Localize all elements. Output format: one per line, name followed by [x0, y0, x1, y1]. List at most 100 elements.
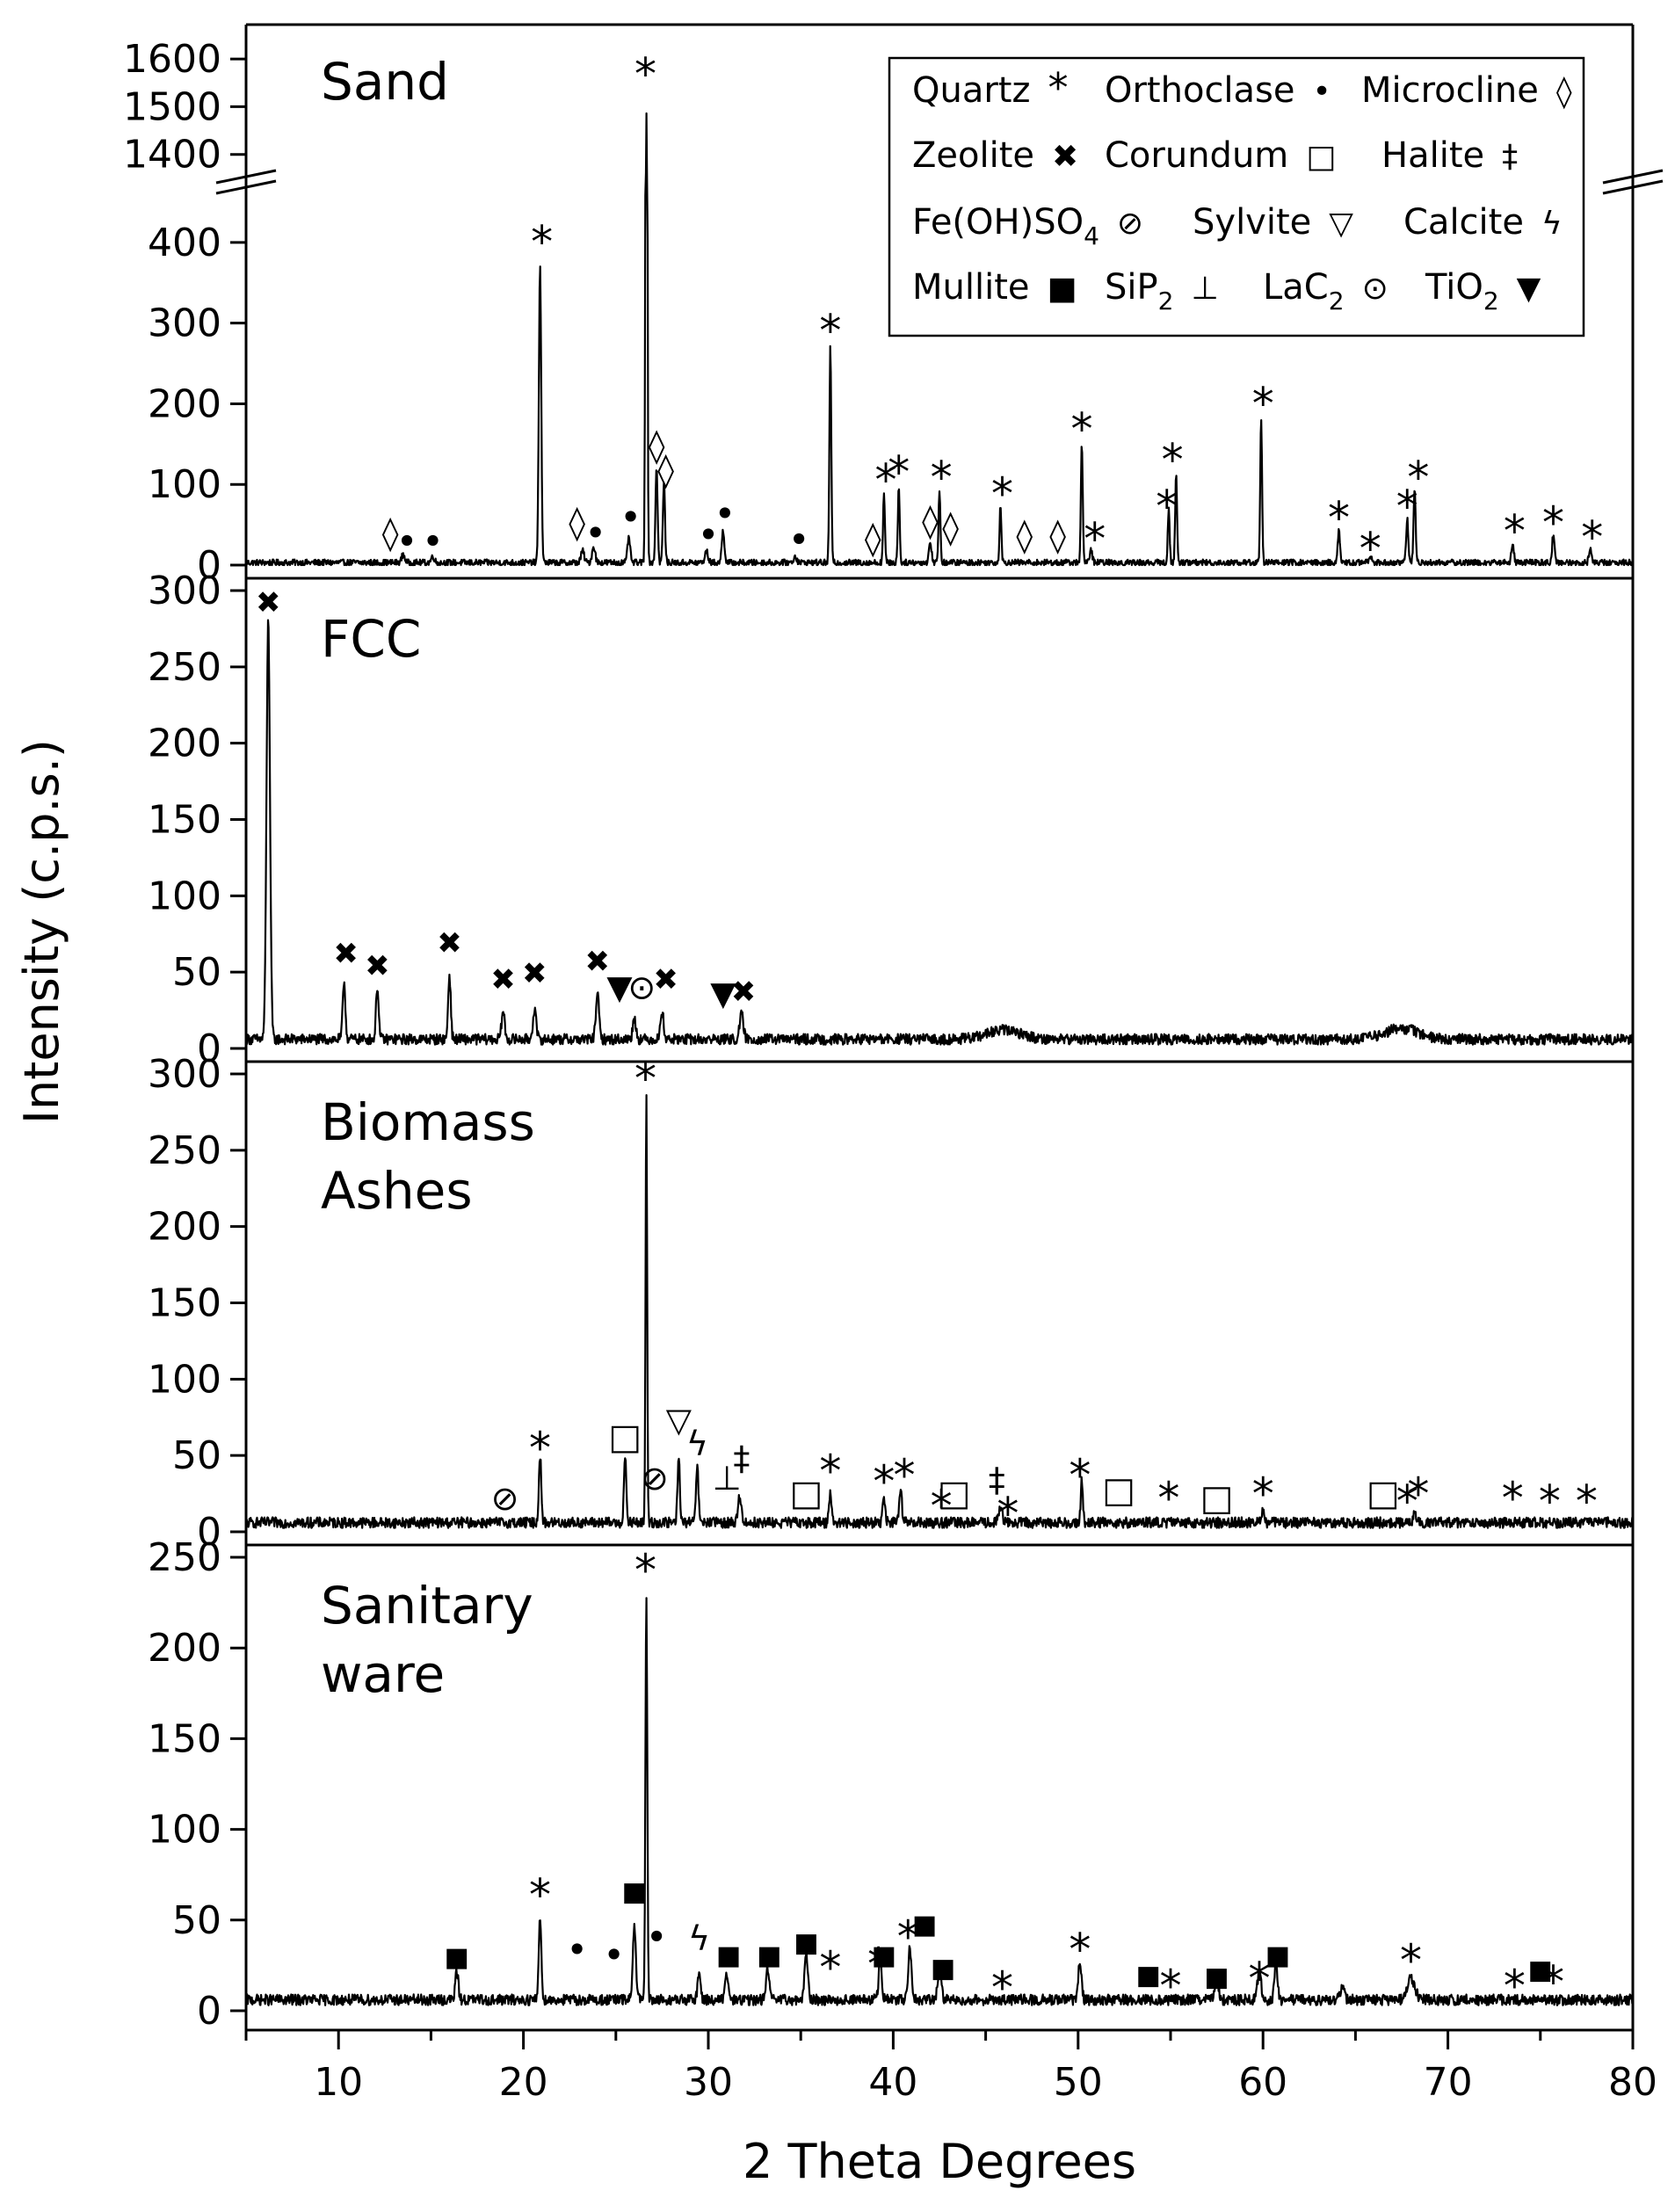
peak-marker: * [1581, 512, 1603, 563]
peak-marker: □ [1367, 1474, 1400, 1514]
legend-symbol: ▽ [1329, 206, 1353, 242]
y-tick-label-0: 400 [148, 221, 221, 265]
peak-marker: □ [1102, 1470, 1135, 1511]
peak-marker: ◊ [922, 502, 939, 540]
legend-item: Corundum □ [1105, 135, 1336, 176]
peak-marker: □ [608, 1417, 642, 1457]
peak-marker: * [1157, 1473, 1179, 1524]
y-tick-label-0: 100 [148, 462, 221, 507]
x-tick-label: 20 [499, 2060, 548, 2105]
y-tick-label-2: 50 [172, 1433, 221, 1478]
peak-marker: ■ [794, 1928, 818, 1959]
x-tick-label: 40 [868, 2060, 917, 2105]
legend-symbol: ‡ [1502, 139, 1518, 175]
x-tick-label: 60 [1238, 2060, 1287, 2105]
peak-marker: * [991, 468, 1013, 519]
peak-marker: • [620, 496, 642, 539]
peak-marker: * [1576, 1476, 1598, 1527]
peak-marker: * [1407, 453, 1429, 504]
label-layer: Sand FCC Biomass Ashes Sanitary ware [321, 52, 535, 1704]
peak-marker: ◊ [382, 513, 399, 552]
peak-marker: □ [938, 1474, 971, 1514]
y-tick-label-upper: 1400 [123, 133, 221, 178]
peak-marker: ◊ [649, 426, 665, 465]
peak-marker: * [1396, 1476, 1418, 1527]
peak-marker: ▽ [666, 1401, 692, 1440]
peak-marker: ◊ [657, 451, 674, 490]
x-axis-label: 2 Theta Degrees [743, 2134, 1136, 2189]
y-axis-label: Intensity (c.p.s.) [14, 739, 69, 1124]
peak-marker: * [874, 454, 896, 505]
y-tick-label-1: 250 [148, 645, 221, 690]
legend-spacer [1173, 267, 1191, 308]
sample-label-2: Biomass [321, 1092, 535, 1152]
legend-spacer [1345, 267, 1362, 308]
peak-marker: * [1542, 497, 1564, 548]
peak-marker: ■ [445, 1942, 469, 1973]
legend-item: Orthoclase • [1105, 70, 1331, 111]
peak-marker: * [1162, 435, 1184, 486]
peak-marker: ◊ [865, 519, 881, 558]
peak-marker: * [1069, 1925, 1091, 1976]
peak-marker: • [422, 519, 444, 562]
peak-marker: ■ [872, 1940, 896, 1971]
peak-marker: * [888, 446, 910, 497]
peak-marker: * [1252, 378, 1274, 429]
legend-symbol: ⊘ [1117, 206, 1143, 242]
legend-item: Fe(OH)SO4 ⊘ [912, 202, 1143, 250]
trace-3 [244, 1597, 1635, 2006]
y-tick-label-3: 50 [172, 1898, 221, 1943]
peak-marker: ▼ [710, 974, 736, 1012]
x-tick-label: 10 [314, 2060, 363, 2105]
legend-symbol: * [1048, 64, 1068, 112]
sample-label-3: ware [321, 1644, 445, 1704]
peak-marker: ◊ [942, 508, 959, 547]
peak-marker: □ [790, 1474, 823, 1514]
sample-label-1: FCC [321, 609, 421, 669]
peak-marker: * [894, 1450, 916, 1501]
peak-marker: ■ [622, 1877, 647, 1908]
peak-marker: * [1504, 1961, 1526, 2012]
x-tick-label: 30 [684, 2060, 733, 2105]
legend-item: TiO2 ▼ [1425, 267, 1541, 315]
y-tick-label-3: 100 [148, 1808, 221, 1853]
peak-marker: • [698, 513, 720, 556]
peak-marker: • [396, 519, 418, 562]
peak-marker: ■ [912, 1910, 937, 1940]
peak-marker: ϟ [686, 1424, 708, 1462]
y-tick-label-3: 150 [148, 1716, 221, 1761]
y-tick-label-3: 0 [197, 1989, 221, 2034]
peak-marker: • [566, 1928, 588, 1971]
peak-marker: * [1360, 523, 1381, 574]
peak-marker: * [873, 1456, 895, 1507]
peak-marker: • [584, 511, 606, 555]
peak-marker: * [634, 48, 656, 99]
peak-marker: * [1400, 1935, 1422, 1986]
y-tick-label-2: 300 [148, 1052, 221, 1097]
y-tick-label-2: 250 [148, 1128, 221, 1173]
y-tick-label-2: 100 [148, 1357, 221, 1402]
peak-marker: ◊ [1049, 516, 1066, 555]
peak-marker: * [634, 1545, 656, 1596]
peak-marker: * [997, 1488, 1019, 1539]
peak-marker: * [1160, 1961, 1182, 2012]
axes-layer: 0100200300400140015001600050100150200250… [14, 23, 1664, 2189]
peak-marker: * [819, 1446, 841, 1497]
peak-marker: ✖ [437, 925, 462, 961]
peak-marker: ✖ [365, 948, 390, 983]
peak-marker: ◊ [1016, 516, 1033, 555]
peak-marker: ◊ [569, 503, 585, 541]
legend-symbol: ⊙ [1362, 271, 1389, 307]
y-tick-label-1: 0 [197, 1026, 221, 1071]
y-tick-label-1: 50 [172, 950, 221, 995]
y-tick-label-2: 150 [148, 1281, 221, 1326]
peak-marker: * [1539, 1476, 1561, 1527]
peak-marker: ϟ [688, 1918, 710, 1957]
peak-marker: * [1542, 1957, 1564, 2008]
peak-marker: ⊘ [491, 1479, 519, 1518]
peak-marker: ‡ [733, 1440, 750, 1478]
legend-symbol: □ [1306, 139, 1336, 175]
peak-marker: * [529, 1423, 551, 1474]
peak-marker: * [931, 453, 953, 504]
